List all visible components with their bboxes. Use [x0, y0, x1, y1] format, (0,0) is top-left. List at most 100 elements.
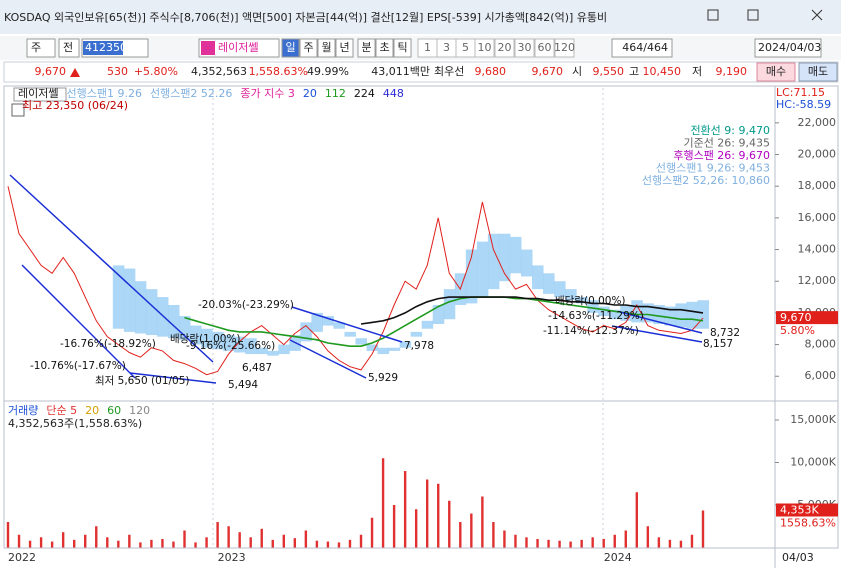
volume-bar — [139, 542, 142, 548]
x-tick-label: 2024 — [604, 551, 632, 564]
indicator-info: 선행스팬2 52,26: 10,860 — [642, 174, 770, 187]
cloud — [465, 249, 478, 304]
volume-bar — [150, 539, 153, 548]
legend-entry: 선행스팬2 52.26 — [150, 87, 232, 100]
annotation: -11.14%(-12.37%) — [543, 325, 639, 337]
end-date: 04/03 — [782, 551, 814, 564]
annotation: 5,929 — [368, 372, 398, 384]
legend-entry: 60 — [107, 404, 121, 417]
legend-entry: 종가 지수 3 — [240, 87, 294, 100]
volume-bar — [260, 528, 263, 548]
cloud — [476, 241, 489, 298]
cloud — [631, 300, 643, 323]
volume-bar — [459, 522, 462, 548]
legend-entry: 120 — [129, 404, 150, 417]
volume-bar — [304, 530, 308, 548]
interval-button[interactable] — [474, 38, 495, 58]
interval-button[interactable] — [534, 38, 555, 58]
window-icon[interactable] — [707, 9, 719, 21]
volume-bar — [525, 537, 528, 548]
annotation: -9.16%(-25.66%) — [186, 340, 275, 352]
period-button[interactable] — [375, 38, 394, 58]
cloud — [366, 344, 379, 351]
volume-bar — [392, 505, 396, 548]
market-select[interactable] — [26, 38, 56, 58]
interval-button[interactable] — [514, 38, 535, 58]
legend-entry: 레이저쎌 — [18, 87, 58, 100]
hc: HC:-58.59 — [776, 98, 831, 111]
volume-bar — [591, 537, 594, 548]
legend-entry: 20 — [303, 87, 317, 100]
volume-bar — [547, 539, 550, 548]
kind-select[interactable] — [58, 38, 80, 58]
volume-bar — [72, 539, 76, 548]
cloud — [234, 336, 246, 353]
period-label: 초 — [379, 41, 389, 54]
cloud — [697, 300, 710, 329]
indicator-info: 기준선 26: 9,435 — [683, 137, 770, 150]
period-label: 틱 — [397, 41, 407, 54]
annotation: 배당락(0.00%) — [555, 295, 626, 307]
volume-bar — [624, 530, 627, 548]
period-button[interactable] — [393, 38, 412, 58]
cloud — [532, 265, 544, 290]
sell-label: 매도 — [808, 65, 828, 78]
volume-bar — [117, 540, 120, 548]
volume-bar — [205, 537, 208, 548]
price: 9,670 — [35, 65, 67, 78]
cloud — [212, 331, 224, 350]
interval-label: 120 — [554, 41, 575, 54]
volume-bar — [602, 539, 605, 548]
date-box[interactable] — [754, 38, 822, 58]
sell-button[interactable] — [798, 62, 838, 82]
volume-bar — [481, 496, 484, 548]
period-button[interactable] — [299, 38, 318, 58]
legend-entry: 단순 5 — [46, 404, 77, 417]
cloud — [509, 236, 522, 274]
cloud — [377, 347, 390, 355]
close-icon[interactable] — [811, 9, 823, 21]
volume-bar — [558, 540, 561, 548]
legend-entry: 448 — [383, 87, 404, 100]
volume-bar — [470, 513, 473, 548]
volume-bar — [613, 534, 616, 548]
period-button[interactable] — [335, 38, 354, 58]
cloud — [498, 233, 511, 282]
name-box[interactable] — [198, 38, 280, 58]
interval-button[interactable] — [494, 38, 515, 58]
buy-label: 매수 — [766, 65, 786, 78]
settings-icon[interactable] — [11, 103, 25, 117]
volume-summary: 4,352,563주(1,558.63%) — [8, 417, 142, 430]
cloud — [156, 297, 169, 337]
volume-bar — [39, 537, 43, 548]
cloud — [410, 331, 423, 337]
interval-label: 3 — [443, 41, 450, 54]
annotation: 7,978 — [404, 340, 434, 352]
cloud — [178, 316, 191, 340]
period-label: 월 — [321, 41, 331, 54]
interval-button[interactable] — [554, 38, 575, 58]
volume-bar — [61, 532, 65, 548]
y-tick-label: 22,000 — [798, 116, 837, 129]
interval-label: 20 — [498, 41, 512, 54]
cloud — [443, 289, 456, 320]
period-button[interactable] — [357, 38, 376, 58]
legend-box — [13, 87, 67, 102]
low: 9,190 — [716, 65, 748, 78]
cloud — [311, 312, 323, 332]
cloud — [399, 341, 412, 348]
stock-name: 레이저쎌 — [218, 41, 258, 54]
period-button[interactable] — [281, 38, 300, 58]
count-box[interactable] — [611, 38, 673, 58]
period-label: 년 — [339, 41, 349, 54]
annotation: 배당락(1.00%) — [170, 333, 241, 345]
volume-bar — [448, 500, 451, 548]
y-tick-label: 15,000K — [790, 413, 836, 426]
volume-bar — [381, 458, 385, 548]
cloud — [278, 344, 290, 355]
volume-bar — [403, 471, 407, 548]
window-icon[interactable] — [747, 9, 759, 21]
buy-button[interactable] — [756, 62, 796, 82]
period-button[interactable] — [317, 38, 336, 58]
